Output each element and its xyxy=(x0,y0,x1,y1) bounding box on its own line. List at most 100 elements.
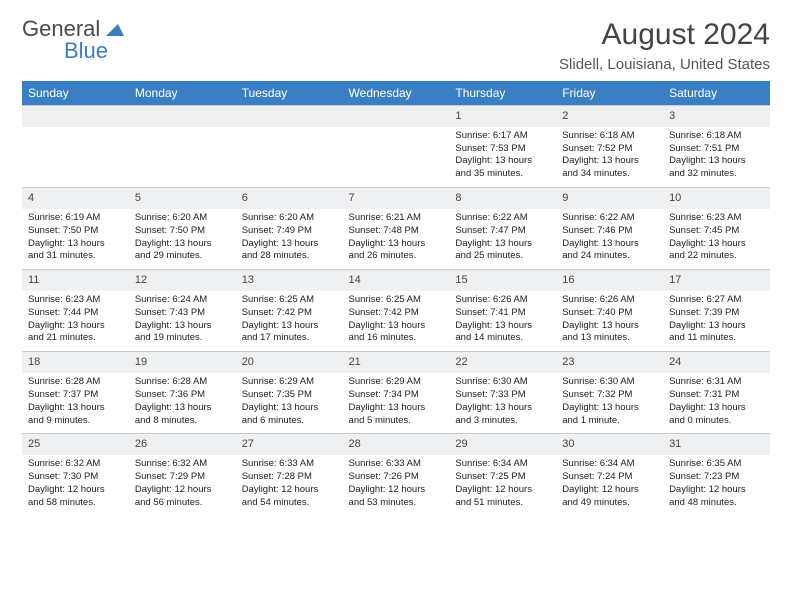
day-number: 21 xyxy=(343,351,450,373)
day-number: 27 xyxy=(236,433,343,455)
calendar-row: 11Sunrise: 6:23 AMSunset: 7:44 PMDayligh… xyxy=(22,269,770,351)
day-info: Sunrise: 6:29 AMSunset: 7:35 PMDaylight:… xyxy=(236,373,343,433)
calendar-cell: 15Sunrise: 6:26 AMSunset: 7:41 PMDayligh… xyxy=(449,269,556,351)
day-info: Sunrise: 6:20 AMSunset: 7:49 PMDaylight:… xyxy=(236,209,343,269)
page-header: General Blue August 2024 Slidell, Louisi… xyxy=(22,18,770,73)
day-number: 14 xyxy=(343,269,450,291)
day-number: 8 xyxy=(449,187,556,209)
calendar-cell: 18Sunrise: 6:28 AMSunset: 7:37 PMDayligh… xyxy=(22,351,129,433)
day-number: 20 xyxy=(236,351,343,373)
day-number: 17 xyxy=(663,269,770,291)
day-number: 10 xyxy=(663,187,770,209)
day-number: 11 xyxy=(22,269,129,291)
calendar-cell xyxy=(236,105,343,187)
day-info: Sunrise: 6:30 AMSunset: 7:33 PMDaylight:… xyxy=(449,373,556,433)
day-info: Sunrise: 6:30 AMSunset: 7:32 PMDaylight:… xyxy=(556,373,663,433)
calendar-cell: 20Sunrise: 6:29 AMSunset: 7:35 PMDayligh… xyxy=(236,351,343,433)
calendar-cell: 16Sunrise: 6:26 AMSunset: 7:40 PMDayligh… xyxy=(556,269,663,351)
weekday-header: Wednesday xyxy=(343,81,450,105)
day-info: Sunrise: 6:28 AMSunset: 7:37 PMDaylight:… xyxy=(22,373,129,433)
calendar-cell: 6Sunrise: 6:20 AMSunset: 7:49 PMDaylight… xyxy=(236,187,343,269)
day-number: 9 xyxy=(556,187,663,209)
day-info: Sunrise: 6:25 AMSunset: 7:42 PMDaylight:… xyxy=(236,291,343,351)
calendar-cell: 8Sunrise: 6:22 AMSunset: 7:47 PMDaylight… xyxy=(449,187,556,269)
day-info: Sunrise: 6:19 AMSunset: 7:50 PMDaylight:… xyxy=(22,209,129,269)
day-info: Sunrise: 6:35 AMSunset: 7:23 PMDaylight:… xyxy=(663,455,770,515)
day-info: Sunrise: 6:18 AMSunset: 7:52 PMDaylight:… xyxy=(556,127,663,187)
calendar-cell xyxy=(22,105,129,187)
calendar-cell: 10Sunrise: 6:23 AMSunset: 7:45 PMDayligh… xyxy=(663,187,770,269)
day-number: 30 xyxy=(556,433,663,455)
calendar-cell: 11Sunrise: 6:23 AMSunset: 7:44 PMDayligh… xyxy=(22,269,129,351)
day-info: Sunrise: 6:29 AMSunset: 7:34 PMDaylight:… xyxy=(343,373,450,433)
day-number xyxy=(343,105,450,127)
calendar-cell: 3Sunrise: 6:18 AMSunset: 7:51 PMDaylight… xyxy=(663,105,770,187)
day-number: 2 xyxy=(556,105,663,127)
day-info: Sunrise: 6:27 AMSunset: 7:39 PMDaylight:… xyxy=(663,291,770,351)
weekday-header: Saturday xyxy=(663,81,770,105)
calendar-row: 18Sunrise: 6:28 AMSunset: 7:37 PMDayligh… xyxy=(22,351,770,433)
calendar-cell: 22Sunrise: 6:30 AMSunset: 7:33 PMDayligh… xyxy=(449,351,556,433)
day-number: 1 xyxy=(449,105,556,127)
day-number: 25 xyxy=(22,433,129,455)
calendar-cell xyxy=(129,105,236,187)
day-info: Sunrise: 6:33 AMSunset: 7:28 PMDaylight:… xyxy=(236,455,343,515)
calendar-cell: 29Sunrise: 6:34 AMSunset: 7:25 PMDayligh… xyxy=(449,433,556,515)
day-info: Sunrise: 6:21 AMSunset: 7:48 PMDaylight:… xyxy=(343,209,450,269)
calendar-row: 25Sunrise: 6:32 AMSunset: 7:30 PMDayligh… xyxy=(22,433,770,515)
day-info: Sunrise: 6:34 AMSunset: 7:25 PMDaylight:… xyxy=(449,455,556,515)
calendar-cell: 21Sunrise: 6:29 AMSunset: 7:34 PMDayligh… xyxy=(343,351,450,433)
weekday-header: Tuesday xyxy=(236,81,343,105)
day-info: Sunrise: 6:32 AMSunset: 7:29 PMDaylight:… xyxy=(129,455,236,515)
calendar-row: 4Sunrise: 6:19 AMSunset: 7:50 PMDaylight… xyxy=(22,187,770,269)
day-info: Sunrise: 6:26 AMSunset: 7:41 PMDaylight:… xyxy=(449,291,556,351)
day-info xyxy=(22,127,129,183)
day-number: 19 xyxy=(129,351,236,373)
month-title: August 2024 xyxy=(559,18,770,52)
calendar-cell: 12Sunrise: 6:24 AMSunset: 7:43 PMDayligh… xyxy=(129,269,236,351)
day-info: Sunrise: 6:18 AMSunset: 7:51 PMDaylight:… xyxy=(663,127,770,187)
day-number: 31 xyxy=(663,433,770,455)
day-number: 12 xyxy=(129,269,236,291)
weekday-header: Sunday xyxy=(22,81,129,105)
calendar-cell: 14Sunrise: 6:25 AMSunset: 7:42 PMDayligh… xyxy=(343,269,450,351)
calendar-cell: 23Sunrise: 6:30 AMSunset: 7:32 PMDayligh… xyxy=(556,351,663,433)
calendar-cell: 26Sunrise: 6:32 AMSunset: 7:29 PMDayligh… xyxy=(129,433,236,515)
location: Slidell, Louisiana, United States xyxy=(559,56,770,73)
day-info: Sunrise: 6:17 AMSunset: 7:53 PMDaylight:… xyxy=(449,127,556,187)
day-info: Sunrise: 6:33 AMSunset: 7:26 PMDaylight:… xyxy=(343,455,450,515)
day-info xyxy=(129,127,236,183)
calendar-cell: 31Sunrise: 6:35 AMSunset: 7:23 PMDayligh… xyxy=(663,433,770,515)
day-info: Sunrise: 6:24 AMSunset: 7:43 PMDaylight:… xyxy=(129,291,236,351)
calendar-cell: 5Sunrise: 6:20 AMSunset: 7:50 PMDaylight… xyxy=(129,187,236,269)
day-info xyxy=(236,127,343,183)
weekday-header: Monday xyxy=(129,81,236,105)
day-number: 6 xyxy=(236,187,343,209)
day-info: Sunrise: 6:28 AMSunset: 7:36 PMDaylight:… xyxy=(129,373,236,433)
day-number: 4 xyxy=(22,187,129,209)
calendar-table: SundayMondayTuesdayWednesdayThursdayFrid… xyxy=(22,81,770,515)
calendar-cell: 17Sunrise: 6:27 AMSunset: 7:39 PMDayligh… xyxy=(663,269,770,351)
calendar-cell: 7Sunrise: 6:21 AMSunset: 7:48 PMDaylight… xyxy=(343,187,450,269)
day-info: Sunrise: 6:34 AMSunset: 7:24 PMDaylight:… xyxy=(556,455,663,515)
calendar-cell: 13Sunrise: 6:25 AMSunset: 7:42 PMDayligh… xyxy=(236,269,343,351)
day-info: Sunrise: 6:31 AMSunset: 7:31 PMDaylight:… xyxy=(663,373,770,433)
calendar-header-row: SundayMondayTuesdayWednesdayThursdayFrid… xyxy=(22,81,770,105)
day-number: 18 xyxy=(22,351,129,373)
calendar-cell: 30Sunrise: 6:34 AMSunset: 7:24 PMDayligh… xyxy=(556,433,663,515)
logo-text: General Blue xyxy=(22,18,124,62)
calendar-cell: 4Sunrise: 6:19 AMSunset: 7:50 PMDaylight… xyxy=(22,187,129,269)
day-number xyxy=(22,105,129,127)
calendar-cell: 24Sunrise: 6:31 AMSunset: 7:31 PMDayligh… xyxy=(663,351,770,433)
day-number: 7 xyxy=(343,187,450,209)
day-number xyxy=(129,105,236,127)
day-info: Sunrise: 6:23 AMSunset: 7:44 PMDaylight:… xyxy=(22,291,129,351)
calendar-cell: 9Sunrise: 6:22 AMSunset: 7:46 PMDaylight… xyxy=(556,187,663,269)
calendar-cell xyxy=(343,105,450,187)
triangle-icon xyxy=(106,22,124,36)
day-number: 29 xyxy=(449,433,556,455)
calendar-cell: 25Sunrise: 6:32 AMSunset: 7:30 PMDayligh… xyxy=(22,433,129,515)
day-info xyxy=(343,127,450,183)
day-number: 28 xyxy=(343,433,450,455)
logo-word2: Blue xyxy=(64,38,108,63)
